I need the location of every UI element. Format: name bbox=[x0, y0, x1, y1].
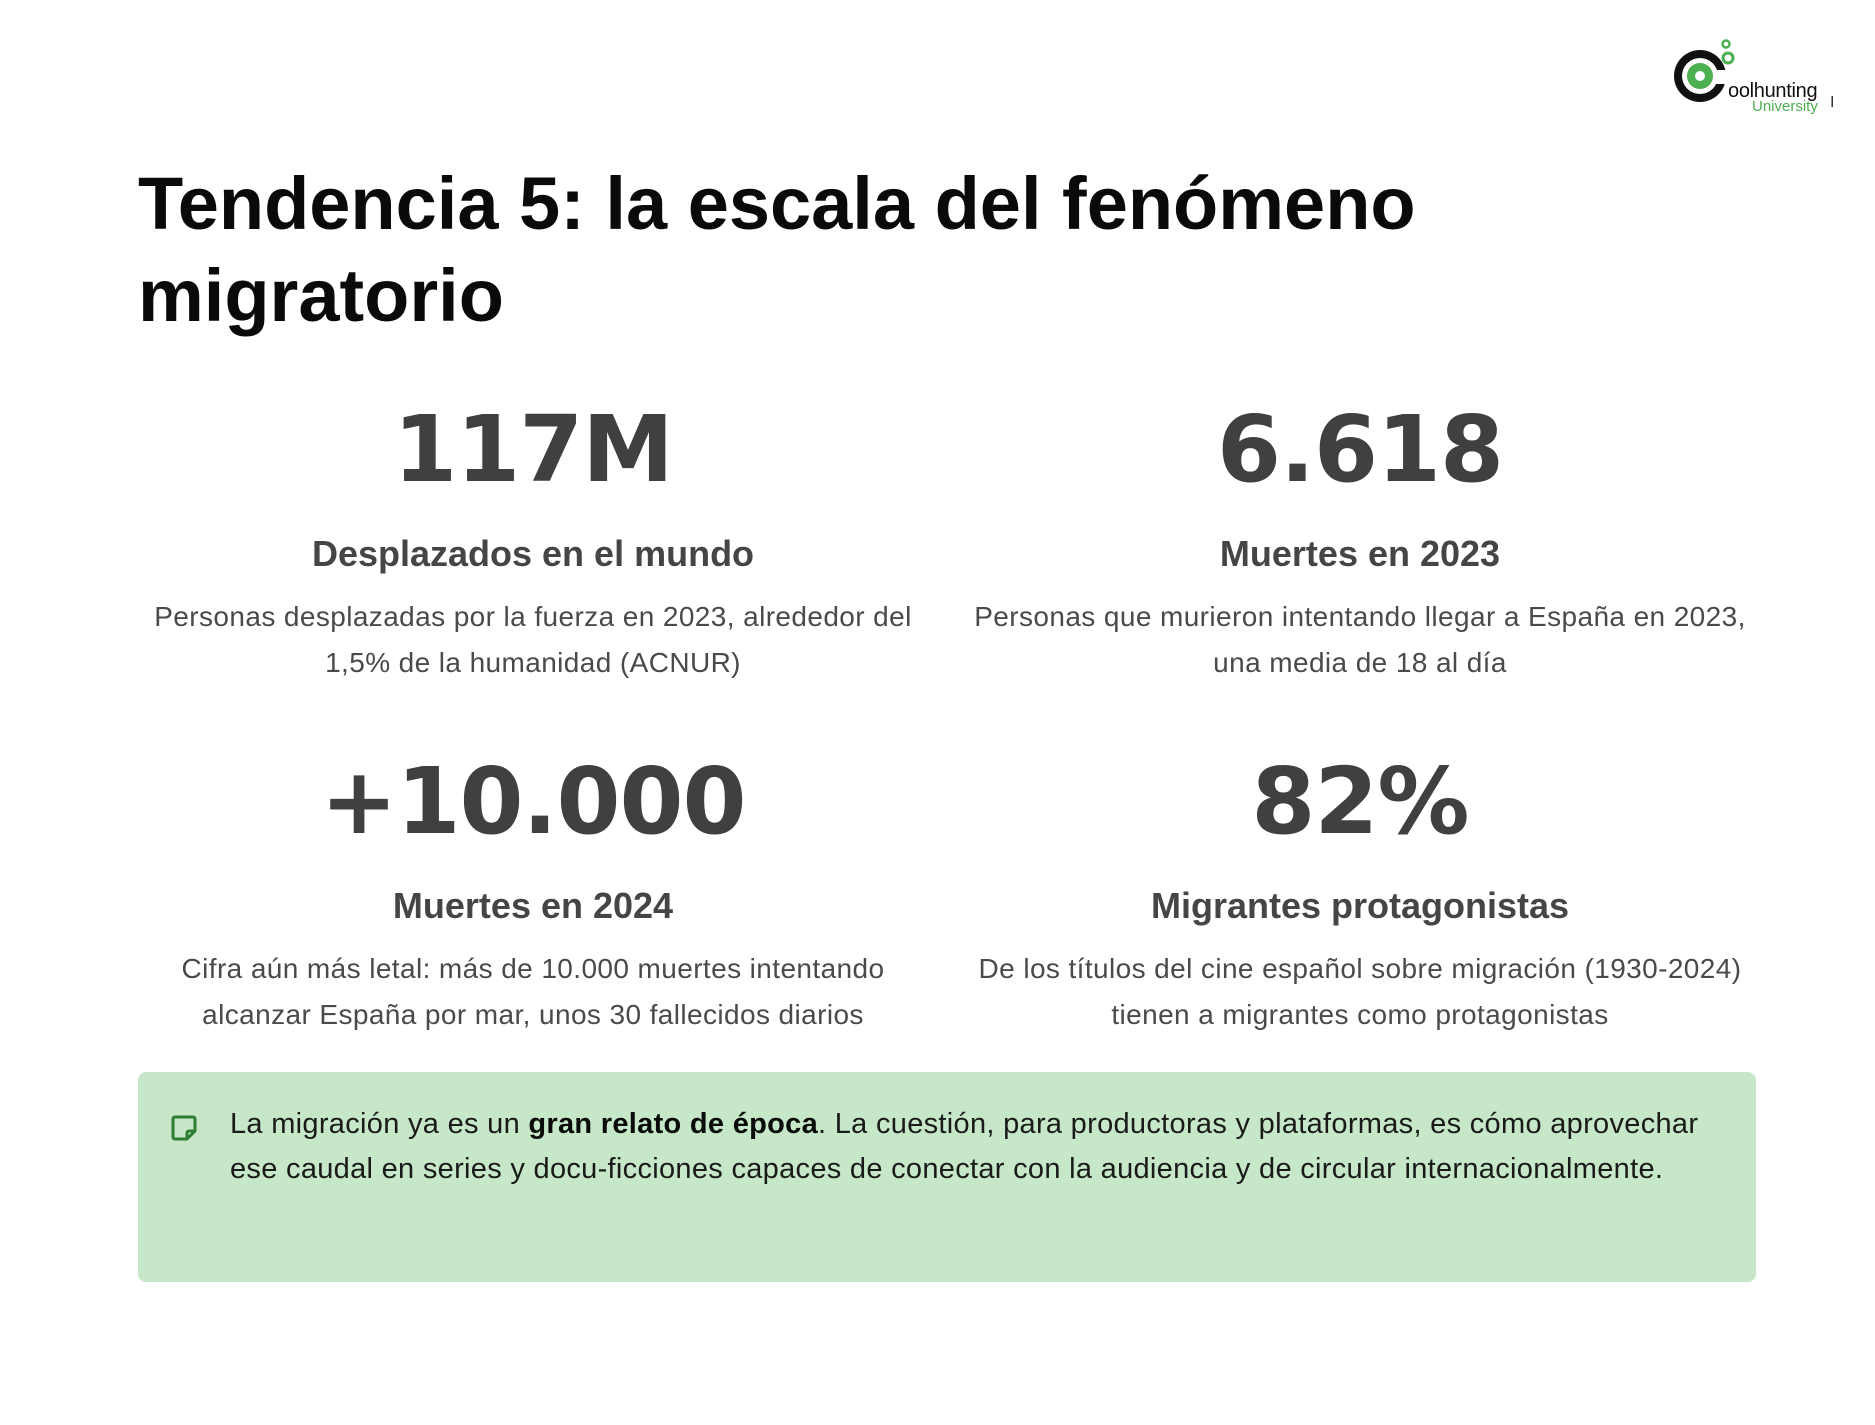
logo-tail: I bbox=[1830, 94, 1835, 111]
stat-value: +10.000 bbox=[320, 748, 746, 855]
stat-description: De los títulos del cine español sobre mi… bbox=[978, 953, 1742, 1030]
stat-card-deaths-2024: +10.000 Muertes en 2024 Cifra aún más le… bbox=[133, 752, 933, 1038]
coolhunting-logo: oolhunting University I bbox=[1670, 36, 1860, 126]
logo-wordmark: oolhunting bbox=[1728, 80, 1818, 102]
note-icon bbox=[170, 1114, 198, 1147]
stat-description: Personas desplazadas por la fuerza en 20… bbox=[154, 601, 912, 678]
logo-mark-icon bbox=[1674, 39, 1735, 102]
stat-card-deaths-2023: 6.618 Muertes en 2023 Personas que murie… bbox=[960, 400, 1760, 686]
callout-box: La migración ya es un gran relato de épo… bbox=[138, 1072, 1756, 1282]
callout-text-emphasis: gran relato de época bbox=[528, 1108, 819, 1140]
callout-text: La migración ya es un gran relato de épo… bbox=[230, 1102, 1710, 1192]
stat-label: Migrantes protagonistas bbox=[1150, 885, 1570, 926]
stat-label: Muertes en 2023 bbox=[1219, 533, 1501, 574]
callout-text-end: . La cuestión, para productoras y plataf… bbox=[230, 1108, 1699, 1185]
stat-value: 6.618 bbox=[1216, 396, 1504, 503]
stat-description: Cifra aún más letal: más de 10.000 muert… bbox=[181, 953, 885, 1030]
stat-card-displaced: 117M Desplazados en el mundo Personas de… bbox=[133, 400, 933, 686]
stat-label: Muertes en 2024 bbox=[392, 885, 674, 926]
stat-description: Personas que murieron intentando llegar … bbox=[974, 601, 1746, 678]
stat-card-migrant-protagonists: 82% Migrantes protagonistas De los títul… bbox=[960, 752, 1760, 1038]
stat-value: 82% bbox=[1251, 748, 1469, 855]
callout-text-start: La migración ya es un bbox=[230, 1108, 529, 1140]
stat-label: Desplazados en el mundo bbox=[311, 533, 755, 574]
logo-subtitle: University bbox=[1752, 98, 1818, 115]
page-title: Tendencia 5: la escala del fenómeno migr… bbox=[138, 162, 1416, 337]
stat-value: 117M bbox=[393, 396, 674, 503]
